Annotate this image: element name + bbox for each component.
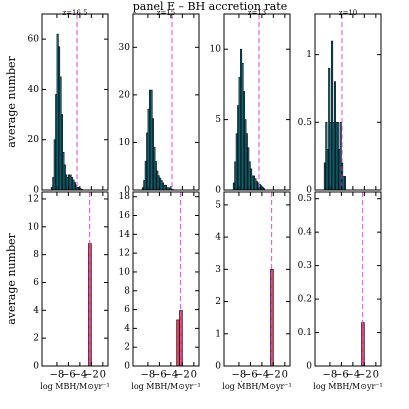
- x-tick-label: 0: [373, 370, 379, 381]
- y-tick-label: 12: [28, 194, 39, 204]
- x-tick-label: −8: [232, 370, 247, 381]
- x-axis-label: log ṀBH/M⊙yr⁻¹: [40, 382, 109, 391]
- x-tick-label: 0: [282, 370, 288, 381]
- plot-frame: [314, 13, 382, 191]
- x-axis-label: log ṀBH/M⊙yr⁻¹: [222, 382, 291, 391]
- y-tick-label: 0.5: [298, 118, 313, 128]
- x-axis-label: log ṀBH/M⊙yr⁻¹: [313, 382, 382, 391]
- y-tick-label: 0: [215, 186, 221, 196]
- x-tick-label: −2: [175, 370, 190, 381]
- y-tick-label: 10: [119, 267, 131, 277]
- plot-frame: [132, 13, 200, 191]
- x-axis-label: log ṀBH/M⊙yr⁻¹: [131, 382, 200, 391]
- y-tick-label: 20: [28, 135, 40, 145]
- y-tick-label: 0: [306, 362, 312, 372]
- y-tick-label: 30: [119, 43, 131, 53]
- y-tick-label: 0.4: [298, 228, 313, 238]
- x-tick-label: −4: [73, 370, 88, 381]
- plot-frame: [132, 191, 200, 367]
- y-tick-label: 0: [124, 362, 130, 372]
- x-tick-label: −2: [84, 370, 99, 381]
- y-tick-label: 10: [28, 222, 40, 232]
- y-tick-label: 16: [119, 211, 131, 221]
- y-tick-label: 20: [119, 90, 131, 100]
- y-tick-label: 2: [124, 343, 130, 353]
- bar: [176, 319, 180, 367]
- y-tick-label: 0: [33, 186, 39, 196]
- x-tick-label: −4: [164, 370, 179, 381]
- panel-title: z=13: [248, 9, 266, 17]
- y-axis-label: average number: [5, 55, 18, 147]
- plot-frame: [314, 191, 382, 367]
- bar: [343, 176, 347, 191]
- x-tick-label: −8: [141, 370, 156, 381]
- x-tick-label: −6: [243, 370, 258, 381]
- y-tick-label: 0: [124, 186, 130, 196]
- plot-frame: [41, 191, 109, 367]
- y-axis-label: average number: [5, 232, 18, 324]
- y-tick-label: 1: [215, 329, 221, 339]
- y-tick-label: 2: [215, 297, 221, 307]
- panel-title: z=15: [157, 9, 175, 17]
- y-tick-label: 0.3: [298, 261, 313, 271]
- panel-title: z=10: [339, 9, 357, 17]
- x-tick-label: −4: [255, 370, 270, 381]
- x-tick-label: −2: [357, 370, 372, 381]
- y-tick-label: 1: [306, 50, 312, 60]
- y-tick-label: 4: [33, 306, 39, 316]
- y-tick-label: 4: [124, 324, 130, 334]
- x-tick-label: −8: [323, 370, 338, 381]
- y-tick-label: 0.5: [298, 194, 313, 204]
- y-tick-label: 5: [215, 200, 221, 210]
- y-tick-label: 3: [215, 265, 221, 275]
- y-tick-label: 0: [33, 362, 39, 372]
- plot-frame: [223, 13, 291, 191]
- y-tick-label: 5: [215, 115, 221, 125]
- x-tick-label: −2: [266, 370, 281, 381]
- y-tick-label: 2: [33, 334, 39, 344]
- y-tick-label: 12: [119, 249, 130, 259]
- y-tick-label: 18: [119, 192, 131, 202]
- y-tick-label: 6: [124, 305, 130, 315]
- y-tick-label: 10: [119, 138, 131, 148]
- y-tick-label: 40: [28, 85, 40, 95]
- y-tick-label: 60: [28, 35, 40, 45]
- y-tick-label: 8: [33, 250, 39, 260]
- plot-frame: [223, 191, 291, 367]
- plot-frame: [41, 13, 109, 191]
- y-tick-label: 14: [119, 230, 131, 240]
- panel-title: z=16.5: [62, 9, 87, 17]
- x-tick-label: 0: [100, 370, 106, 381]
- x-tick-label: −4: [346, 370, 361, 381]
- x-tick-label: 0: [191, 370, 197, 381]
- y-tick-label: 0: [215, 362, 221, 372]
- y-tick-label: 10: [210, 45, 222, 55]
- y-tick-label: 8: [124, 286, 130, 296]
- y-tick-label: 0.2: [298, 295, 312, 305]
- x-tick-label: −6: [61, 370, 76, 381]
- y-tick-label: 6: [33, 278, 39, 288]
- x-tick-label: −6: [152, 370, 167, 381]
- y-tick-label: 0.1: [298, 328, 312, 338]
- y-tick-label: 4: [215, 233, 221, 243]
- y-tick-label: 0: [306, 186, 312, 196]
- figure-title: panel E – BH accretion rate: [133, 0, 287, 13]
- x-tick-label: −6: [334, 370, 349, 381]
- x-tick-label: −8: [50, 370, 65, 381]
